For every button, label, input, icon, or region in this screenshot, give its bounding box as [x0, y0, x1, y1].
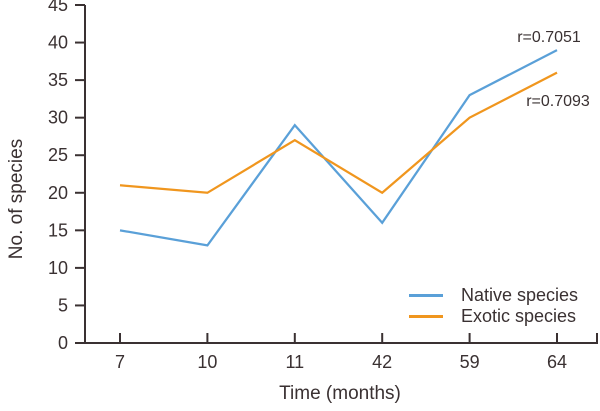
y-tick-label: 15 — [48, 220, 68, 240]
y-tick-label: 35 — [48, 70, 68, 90]
legend-label-exotic: Exotic species — [461, 306, 577, 326]
x-axis-title: Time (months) — [279, 383, 401, 404]
native-species-line — [119, 49, 558, 247]
x-tick-label: 10 — [197, 352, 217, 372]
x-tick-label: 42 — [372, 352, 392, 372]
exotic-species-line — [119, 71, 558, 195]
exotic-species-line-swatch — [409, 315, 443, 318]
x-tick-label: 11 — [285, 352, 304, 372]
y-tick-label: 40 — [48, 33, 68, 53]
y-tick-label: 10 — [48, 258, 68, 278]
legend-label-native: Native species — [461, 285, 579, 305]
y-tick-label: 45 — [48, 0, 68, 15]
y-tick-label: 30 — [48, 108, 68, 128]
annotation-exotic-r: r=0.7093 — [526, 93, 590, 110]
legend: Native species Exotic species — [409, 285, 578, 327]
y-axis-title: No. of species — [6, 138, 27, 260]
native-species-line-swatch — [409, 294, 443, 297]
annotation-native-r: r=0.7051 — [517, 29, 581, 46]
x-tick-label: 64 — [547, 352, 567, 372]
legend-item-exotic: Exotic species — [409, 306, 578, 327]
x-tick-label: 7 — [115, 352, 125, 372]
y-tick-label: 0 — [58, 333, 68, 353]
x-tick-label: 59 — [460, 352, 480, 372]
legend-item-native: Native species — [409, 285, 578, 306]
y-tick-label: 20 — [48, 183, 68, 203]
y-tick-label: 5 — [58, 295, 68, 315]
y-tick-label: 25 — [48, 145, 68, 165]
